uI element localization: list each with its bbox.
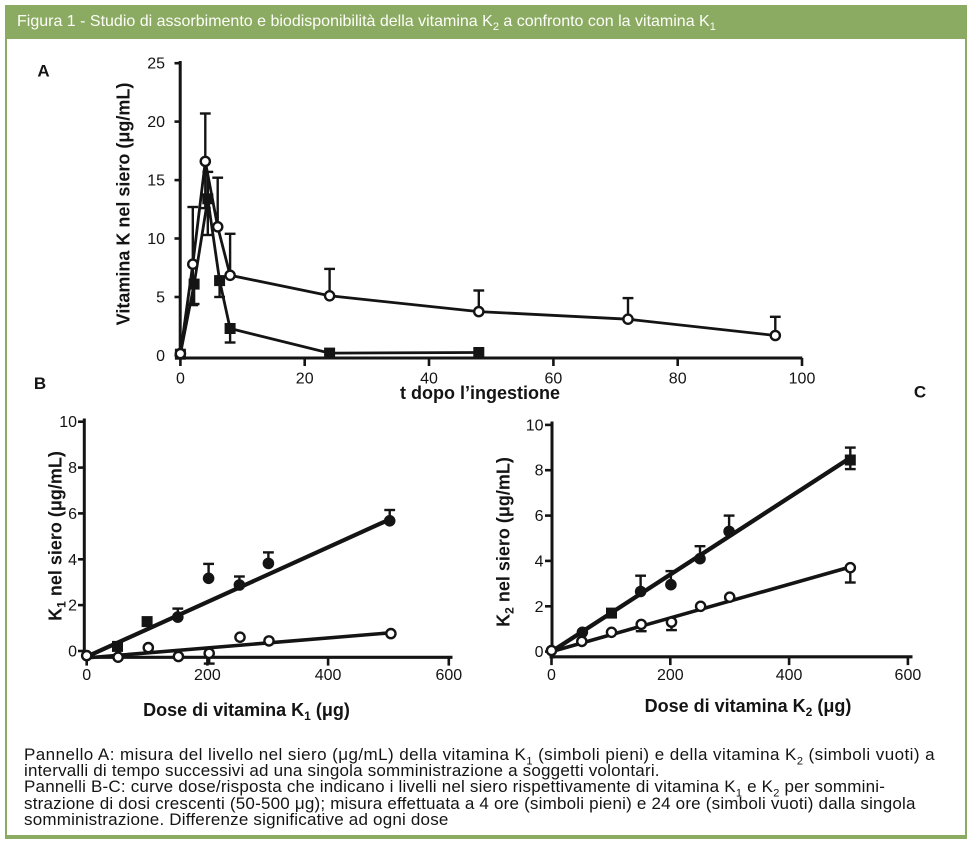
svg-text:10: 10 (147, 231, 165, 248)
svg-text:10: 10 (526, 417, 544, 434)
svg-text:A: A (37, 62, 49, 81)
svg-text:8: 8 (535, 463, 544, 480)
svg-text:200: 200 (657, 667, 684, 684)
svg-text:600: 600 (435, 667, 462, 684)
svg-text:K1 nel siero (μg/mL): K1 nel siero (μg/mL) (46, 451, 69, 621)
svg-text:Dose di vitamina K1 (μg): Dose di vitamina K1 (μg) (143, 700, 350, 723)
svg-text:8: 8 (68, 460, 77, 477)
svg-text:Vitamina K nel siero (μg/mL): Vitamina K nel siero (μg/mL) (114, 83, 134, 326)
svg-text:100: 100 (789, 371, 816, 388)
svg-text:40: 40 (420, 371, 438, 388)
svg-text:0: 0 (82, 667, 91, 684)
svg-text:B: B (34, 374, 46, 393)
svg-text:6: 6 (68, 506, 77, 523)
svg-text:60: 60 (545, 371, 563, 388)
svg-text:Dose di vitamina K2 (μg): Dose di vitamina K2 (μg) (645, 696, 852, 719)
svg-text:600: 600 (895, 667, 922, 684)
svg-text:400: 400 (315, 667, 342, 684)
svg-text:t dopo l’ingestione: t dopo l’ingestione (400, 383, 560, 403)
svg-text:4: 4 (535, 553, 544, 570)
svg-text:0: 0 (535, 644, 544, 661)
svg-text:20: 20 (147, 114, 165, 131)
svg-text:5: 5 (156, 290, 165, 307)
svg-text:15: 15 (147, 173, 165, 190)
svg-text:0: 0 (176, 371, 185, 388)
svg-text:80: 80 (669, 371, 687, 388)
svg-text:25: 25 (147, 56, 165, 73)
svg-text:2: 2 (535, 599, 544, 616)
svg-text:20: 20 (296, 371, 314, 388)
svg-text:0: 0 (156, 348, 165, 365)
svg-text:2: 2 (68, 598, 77, 615)
svg-text:200: 200 (194, 667, 221, 684)
svg-text:K2 nel siero (μg/mL): K2 nel siero (μg/mL) (494, 457, 517, 627)
svg-text:C: C (914, 383, 926, 402)
svg-text:0: 0 (547, 667, 556, 684)
svg-text:6: 6 (535, 508, 544, 525)
svg-text:400: 400 (776, 667, 803, 684)
svg-text:10: 10 (59, 414, 77, 431)
svg-text:4: 4 (68, 552, 77, 569)
svg-text:0: 0 (68, 644, 77, 661)
